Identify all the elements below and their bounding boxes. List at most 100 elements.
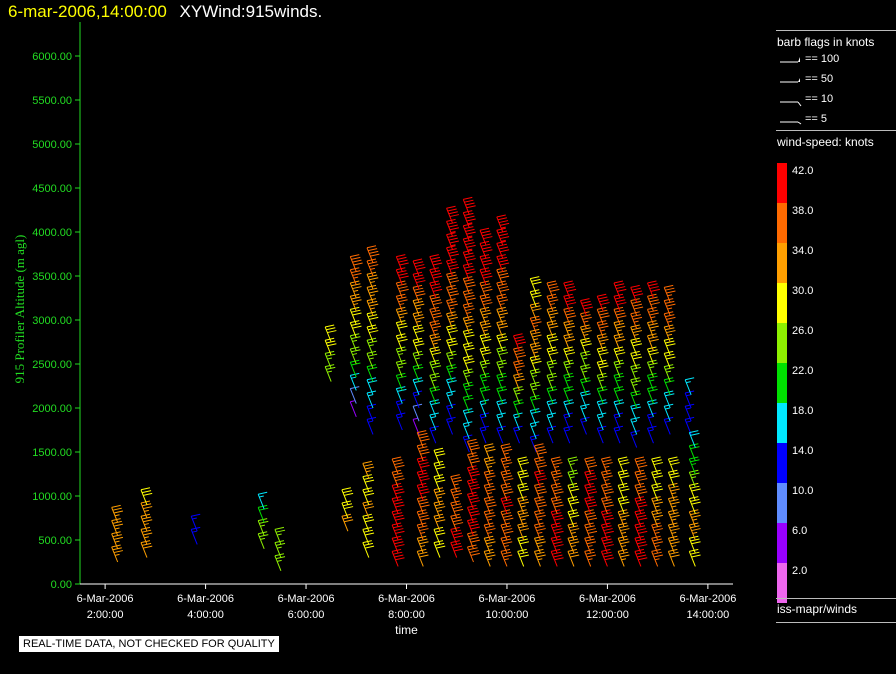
wind-barb — [496, 425, 506, 444]
barb-flag — [416, 293, 426, 297]
barb-flag — [649, 299, 659, 303]
barb-shaft — [429, 348, 437, 365]
barb-flag — [470, 552, 480, 556]
barb-shaft — [596, 296, 604, 312]
barb-flag — [582, 316, 592, 320]
barb-shaft — [412, 287, 420, 303]
barb-flag — [552, 459, 562, 463]
barb-flag — [395, 464, 405, 468]
barb-shaft — [630, 392, 638, 409]
barb-flag — [616, 325, 626, 329]
barb-shaft — [446, 340, 454, 356]
barb-shaft — [613, 322, 621, 338]
wind-barb — [580, 298, 593, 316]
barb-flag — [599, 338, 609, 342]
barb-shaft — [517, 524, 525, 541]
flag-legend-row: == 50 — [778, 72, 888, 88]
barb-shaft — [412, 392, 420, 409]
barb-flag — [481, 230, 491, 234]
barb-flag — [566, 315, 577, 319]
barb-flag — [498, 220, 509, 224]
barb-flag — [465, 308, 475, 312]
wind-barb — [651, 548, 663, 567]
barb-flag — [537, 451, 547, 455]
barb-flag — [638, 478, 648, 482]
barb-flag — [500, 236, 510, 240]
wind-barb — [433, 447, 446, 466]
barb-flag — [500, 249, 510, 253]
barb-shaft — [533, 458, 541, 475]
barb-flag — [395, 491, 405, 495]
barb-flag — [616, 286, 626, 290]
colorbar-swatch — [777, 443, 787, 483]
wind-barb — [550, 456, 563, 475]
barb-flag — [449, 253, 459, 257]
barb-half-flag — [277, 559, 282, 562]
barb-half-flag — [277, 546, 282, 549]
barb-half-flag — [514, 429, 520, 432]
barb-shaft — [257, 520, 265, 536]
barb-flag — [563, 280, 573, 284]
barb-flag — [420, 438, 430, 442]
barb-shaft — [274, 542, 282, 558]
wind-barb — [412, 417, 420, 435]
wind-barb — [412, 258, 426, 277]
barb-half-flag — [566, 329, 572, 332]
barb-shaft — [529, 291, 537, 307]
barb-shaft — [667, 551, 675, 567]
barb-shaft — [391, 538, 399, 554]
barb-flag — [500, 262, 510, 266]
barb-flag — [342, 490, 353, 494]
barb-shaft — [362, 489, 370, 505]
wind-barb — [496, 214, 510, 233]
barb-flag — [617, 302, 627, 306]
barb-shaft — [580, 406, 587, 422]
barb-shaft — [395, 375, 403, 391]
barb-flag — [637, 554, 647, 558]
barb-shaft — [190, 529, 198, 545]
barb-shaft — [513, 335, 520, 351]
barb-flag — [395, 530, 405, 534]
barb-layer — [111, 196, 701, 571]
barb-flag — [603, 514, 613, 518]
barb-flag — [452, 545, 463, 549]
barb-shaft — [630, 379, 638, 395]
barb-flag — [691, 541, 701, 545]
barb-shaft — [529, 370, 537, 387]
barb-flag — [436, 453, 446, 457]
barb-shaft — [563, 335, 571, 351]
barb-shaft — [596, 414, 604, 431]
barb-half-flag — [433, 342, 438, 345]
barb-shaft — [450, 476, 458, 492]
barb-half-flag — [370, 267, 375, 270]
colorbar-swatch — [777, 523, 787, 563]
barb-shaft — [412, 326, 420, 343]
barb-shaft — [584, 551, 592, 567]
barb-flag — [638, 530, 648, 534]
barb-flag — [691, 528, 701, 532]
wind-barb — [395, 254, 409, 272]
barb-shaft — [529, 278, 537, 294]
barb-flag — [419, 435, 429, 439]
barb-shaft — [362, 542, 370, 558]
barb-half-flag — [520, 518, 526, 521]
barb-shaft — [349, 269, 357, 285]
barb-half-flag — [565, 366, 571, 369]
barb-shaft — [341, 516, 349, 532]
barb-half-flag — [633, 320, 639, 323]
barb-half-flag — [192, 517, 197, 520]
barb-half-flag — [654, 518, 660, 521]
barb-shaft — [391, 458, 399, 475]
barb-flag — [587, 517, 598, 521]
barb-flag — [352, 286, 362, 290]
barb-flag — [362, 460, 372, 464]
barb-shaft — [446, 274, 454, 290]
barb-shaft — [688, 458, 696, 475]
barb-shaft — [580, 392, 587, 409]
barb-shaft — [500, 472, 508, 488]
barb-half-flag — [481, 403, 486, 406]
barb-flag — [452, 506, 463, 510]
barb-flag — [549, 338, 559, 342]
barb-half-flag — [114, 527, 120, 530]
barb-flag — [497, 217, 507, 221]
